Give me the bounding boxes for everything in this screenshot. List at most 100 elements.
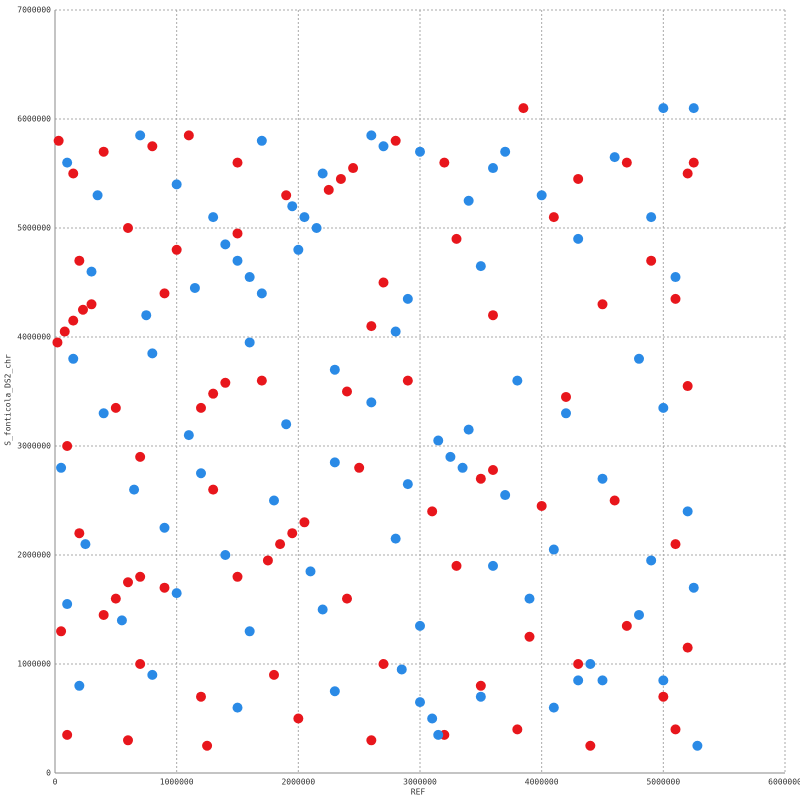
point (208, 484, 219, 495)
point (561, 408, 571, 419)
point (53, 135, 64, 146)
point (110, 402, 121, 413)
point (342, 386, 352, 397)
point (86, 266, 97, 277)
point (524, 631, 535, 642)
point (159, 582, 170, 593)
point (518, 103, 529, 114)
point (281, 190, 292, 201)
point (329, 457, 340, 468)
point (658, 402, 669, 413)
point (220, 550, 231, 560)
point (98, 146, 109, 157)
point (110, 593, 121, 604)
point (475, 691, 486, 702)
point (390, 135, 401, 146)
point (475, 261, 486, 272)
point (232, 702, 243, 713)
point (597, 473, 608, 484)
point (597, 299, 608, 310)
point (658, 103, 669, 114)
point (621, 157, 632, 168)
point (439, 157, 450, 168)
point (135, 130, 146, 141)
point (232, 157, 243, 168)
point (609, 152, 620, 163)
point (597, 675, 608, 686)
point (585, 659, 596, 669)
point (548, 702, 559, 713)
point (116, 615, 127, 626)
point (293, 713, 304, 724)
x-tick-label: 5000000 (646, 778, 680, 787)
point (171, 179, 182, 190)
point (98, 408, 109, 419)
point (220, 377, 231, 388)
point (311, 223, 322, 233)
point (171, 588, 182, 599)
point (159, 522, 170, 533)
point (98, 609, 109, 620)
point (415, 697, 425, 708)
point (548, 544, 559, 555)
point (299, 212, 310, 223)
point (348, 163, 359, 174)
point (457, 462, 468, 473)
point (512, 724, 523, 735)
point (573, 173, 584, 184)
point (317, 168, 328, 179)
point (402, 293, 413, 304)
point (658, 675, 669, 686)
y-tick-label: 4000000 (17, 333, 51, 342)
point (390, 533, 401, 544)
point (512, 375, 523, 386)
point (68, 353, 79, 364)
point (281, 419, 292, 430)
point (269, 495, 279, 506)
point (232, 255, 243, 266)
point (317, 604, 328, 615)
x-axis-label: REF (411, 788, 426, 797)
y-tick-label: 1000000 (17, 660, 51, 669)
point (366, 397, 377, 408)
point (293, 244, 304, 255)
y-tick-label: 3000000 (17, 442, 51, 451)
point (475, 473, 486, 484)
y-axis-label: S_fonticola_DS2_chr (4, 354, 13, 446)
point (208, 212, 219, 223)
point (323, 184, 334, 195)
point (366, 130, 377, 141)
point (123, 577, 133, 588)
point (451, 560, 462, 571)
point (402, 479, 413, 490)
point (536, 500, 547, 511)
point (634, 353, 644, 364)
point (688, 157, 699, 168)
point (189, 282, 200, 293)
point (123, 735, 133, 746)
point (80, 539, 91, 550)
point (488, 464, 498, 475)
point (488, 310, 498, 321)
point (366, 321, 377, 332)
point (220, 239, 231, 250)
point (415, 620, 425, 631)
point (500, 490, 511, 501)
point (62, 157, 73, 168)
point (621, 620, 632, 631)
point (445, 451, 456, 462)
point (561, 391, 571, 402)
point (378, 277, 389, 288)
point (427, 506, 438, 517)
x-tick-label: 0 (53, 778, 58, 787)
point (244, 272, 255, 283)
point (536, 190, 547, 201)
point (62, 441, 73, 451)
point (275, 539, 286, 550)
point (52, 337, 63, 348)
point (524, 593, 535, 604)
point (86, 299, 97, 310)
point (378, 659, 389, 669)
point (433, 435, 444, 446)
